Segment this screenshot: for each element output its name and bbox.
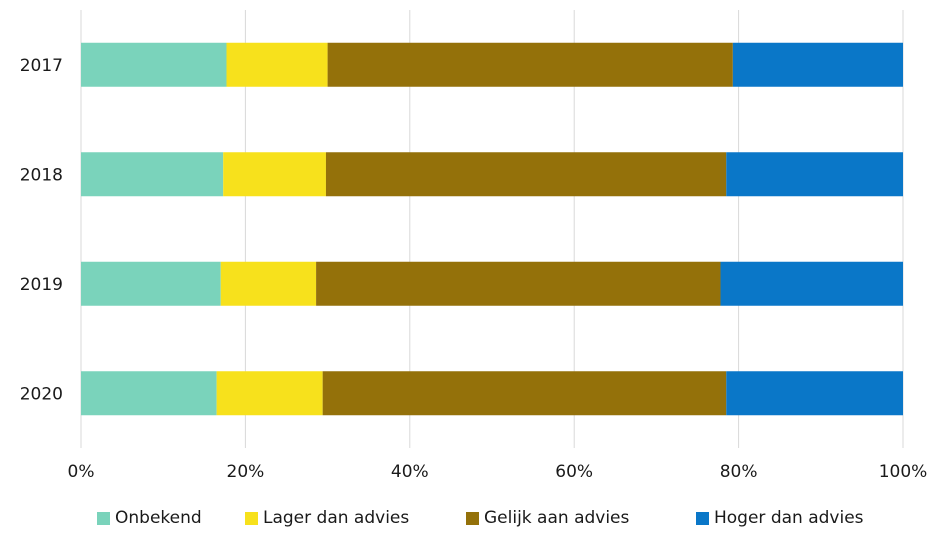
legend-swatch <box>466 511 479 525</box>
y-category-label: 2018 <box>20 165 63 185</box>
x-tick-label: 40% <box>391 462 429 482</box>
stacked-bar-chart: 2017 2018 2019 2020 0% 20% 40% 60% 80% 100% <box>20 10 928 482</box>
x-tick-label: 60% <box>555 462 593 482</box>
legend-label: Gelijk aan advies <box>484 508 630 528</box>
bar-segment <box>220 261 317 306</box>
bar-segment <box>322 371 727 416</box>
bar-segment <box>216 371 323 416</box>
legend-swatch <box>696 511 709 525</box>
legend-item: Onbekend <box>97 505 202 531</box>
x-tick-label: 20% <box>227 462 265 482</box>
y-category-label: 2020 <box>20 384 63 404</box>
bar-segment <box>81 152 224 197</box>
bar-segment <box>726 371 903 416</box>
bar-segment <box>732 42 903 87</box>
x-axis: 0% 20% 40% 60% 80% 100% <box>68 462 928 482</box>
bar-segment <box>325 152 727 197</box>
legend-swatch <box>97 511 110 525</box>
y-axis: 2017 2018 2019 2020 <box>20 56 63 405</box>
bar-segment <box>726 152 903 197</box>
bar-segment <box>223 152 326 197</box>
bar-segment <box>81 371 217 416</box>
bar-segment <box>226 42 328 87</box>
legend-label: Hoger dan advies <box>714 508 864 528</box>
legend-swatch <box>245 511 258 525</box>
y-category-label: 2017 <box>20 56 63 76</box>
legend-label: Onbekend <box>115 508 202 528</box>
x-tick-label: 80% <box>720 462 758 482</box>
x-tick-label: 0% <box>68 462 95 482</box>
legend-label: Lager dan advies <box>263 508 410 528</box>
bar-segment <box>720 261 903 306</box>
bar-segment <box>316 261 721 306</box>
legend-item: Hoger dan advies <box>696 505 864 531</box>
bars <box>81 42 903 416</box>
legend-item: Gelijk aan advies <box>466 505 629 531</box>
bar-segment <box>81 261 221 306</box>
legend-item: Lager dan advies <box>245 505 409 531</box>
bar-segment <box>327 42 733 87</box>
y-category-label: 2019 <box>20 275 63 295</box>
legend: Onbekend Lager dan advies Gelijk aan advie… <box>0 505 929 531</box>
bar-segment <box>81 42 227 87</box>
x-tick-label: 100% <box>879 462 928 482</box>
